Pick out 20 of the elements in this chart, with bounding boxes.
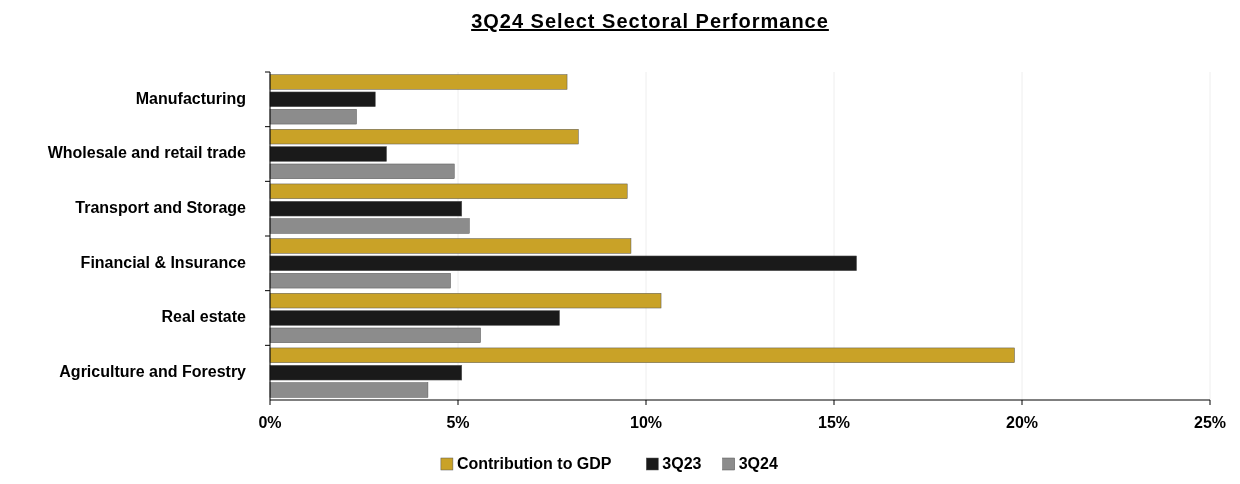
x-tick-label: 15% [817, 414, 851, 431]
legend-label: Contribution to GDP [456, 455, 612, 472]
bar [269, 347, 1015, 363]
legend-label: 3Q24 [738, 455, 778, 472]
bar [269, 273, 451, 289]
x-tick-label: 5% [446, 414, 470, 431]
x-tick-label: 25% [1193, 414, 1227, 431]
y-tick-label: Financial & Insurance [80, 253, 247, 271]
y-tick-label: Agriculture and Forestry [59, 362, 247, 380]
x-tick-label: 10% [629, 414, 663, 431]
y-tick-label: Manufacturing [135, 89, 246, 107]
bar [269, 183, 628, 199]
bar [269, 109, 357, 125]
y-tick-label: Transport and Storage [75, 198, 247, 216]
x-tick-label: 20% [1005, 414, 1039, 431]
y-tick-label: Wholesale and retail trade [47, 144, 247, 162]
x-tick-label: 0% [258, 414, 282, 431]
legend-label: 3Q23 [662, 455, 702, 472]
chart-title: 3Q24 Select Sectoral Performance [471, 10, 829, 32]
y-tick-label: Real estate [161, 308, 247, 326]
